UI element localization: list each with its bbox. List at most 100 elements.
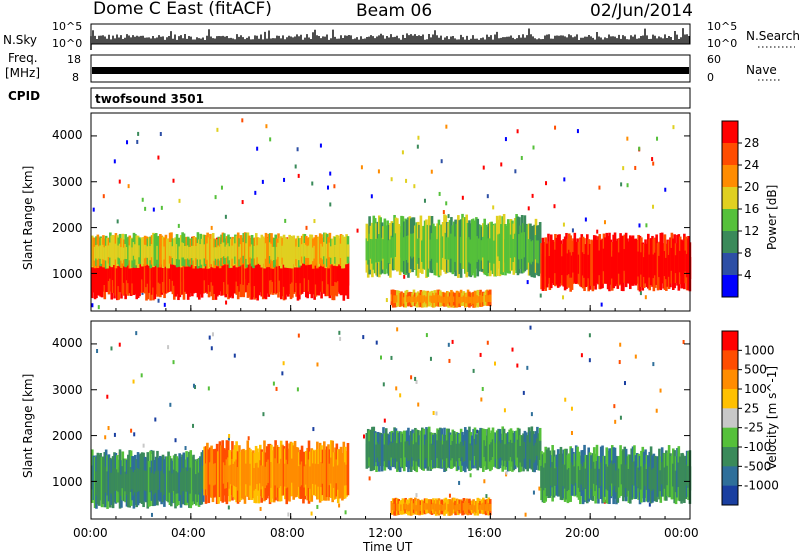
velocity-core-4 xyxy=(598,468,602,489)
cpid-label: CPID xyxy=(8,89,41,103)
velocity-core-3 xyxy=(469,504,473,512)
velocity-core-0 xyxy=(188,468,191,494)
power-core-2 xyxy=(379,234,383,261)
power-core-1 xyxy=(203,244,207,259)
power-noise xyxy=(296,147,299,152)
velocity-core-4 xyxy=(665,465,668,489)
power-noise xyxy=(656,136,659,141)
power-core-2 xyxy=(472,236,475,260)
power-core-1 xyxy=(309,243,312,258)
power-core-0 xyxy=(111,256,115,281)
power-core-0 xyxy=(132,254,136,281)
power-core-2 xyxy=(527,239,531,263)
power-core-0 xyxy=(100,257,104,284)
velocity-colorbar-tick-label: -25 xyxy=(744,421,764,435)
power-core-1 xyxy=(270,243,273,260)
velocity-noise xyxy=(652,362,655,367)
velocity-core-0 xyxy=(199,470,202,493)
power-core-0 xyxy=(191,254,194,282)
power-core-1 xyxy=(128,245,132,261)
velocity-core-1 xyxy=(253,467,257,491)
power-core-4 xyxy=(551,252,554,273)
power-noise xyxy=(603,220,606,225)
power-core-1 xyxy=(234,243,237,257)
velocity-band-2 xyxy=(524,432,528,470)
power-core-1 xyxy=(220,243,223,259)
velocity-core-3 xyxy=(454,505,457,512)
power-core-0 xyxy=(109,255,112,279)
power-core-2 xyxy=(450,233,453,259)
power-colorbar-swatch xyxy=(722,253,738,276)
velocity-core-0 xyxy=(103,468,107,494)
power-colorbar-tick-label: 12 xyxy=(744,224,759,238)
power-band-0 xyxy=(249,238,253,300)
velocity-noise xyxy=(479,352,482,357)
velocity-noise xyxy=(414,376,417,381)
power-colorbar-swatch xyxy=(722,143,738,166)
power-core-1 xyxy=(338,246,341,258)
power-core-4 xyxy=(617,252,621,274)
power-core-4 xyxy=(597,250,600,273)
power-core-1 xyxy=(275,246,279,260)
power-band-1 xyxy=(204,235,208,265)
power-noise xyxy=(118,179,121,184)
velocity-core-4 xyxy=(659,470,663,492)
velocity-band-1 xyxy=(302,451,305,504)
power-core-4 xyxy=(628,251,632,276)
velocity-core-4 xyxy=(680,468,683,492)
velocity-noise xyxy=(110,346,113,351)
power-core-4 xyxy=(576,251,579,272)
power-band-1 xyxy=(260,234,264,268)
power-core-1 xyxy=(289,245,293,261)
velocity-core-1 xyxy=(246,457,250,483)
velocity-noise xyxy=(382,382,385,387)
power-core-1 xyxy=(142,245,146,258)
power-band-2 xyxy=(396,218,399,272)
cpid-panel xyxy=(90,87,691,109)
power-core-3 xyxy=(455,295,459,304)
velocity-noise xyxy=(417,402,420,407)
power-core-1 xyxy=(196,243,200,260)
power-noise xyxy=(531,193,534,198)
power-core-3 xyxy=(477,296,481,303)
power-core-1 xyxy=(197,247,201,260)
velocity-core-4 xyxy=(605,464,609,490)
power-band-4 xyxy=(590,239,593,286)
power-core-1 xyxy=(296,245,300,260)
power-core-1 xyxy=(229,247,233,261)
velocity-colorbar-swatch xyxy=(722,331,738,351)
velocity-noise xyxy=(174,438,177,443)
velocity-core-2 xyxy=(526,445,529,463)
power-core-2 xyxy=(484,239,488,263)
power-noise xyxy=(385,298,388,303)
xtick-0400: 04:00 xyxy=(171,526,206,540)
power-band-0 xyxy=(293,247,297,293)
velocity-band-1 xyxy=(316,441,319,500)
velocity-band-2 xyxy=(495,430,499,469)
power-core-1 xyxy=(91,245,94,260)
power-core-3 xyxy=(439,295,442,303)
power-band-4 xyxy=(601,238,604,289)
power-core-1 xyxy=(171,246,175,259)
power-core-3 xyxy=(487,295,491,302)
velocity-band-1 xyxy=(217,451,220,504)
velocity-core-2 xyxy=(461,442,464,458)
power-core-4 xyxy=(637,251,640,277)
power-core-1 xyxy=(273,246,276,261)
power-core-3 xyxy=(470,296,474,302)
velocity-colorbar-swatch xyxy=(722,408,738,429)
power-band-0 xyxy=(259,242,262,293)
power-band-2 xyxy=(524,223,528,270)
power-core-0 xyxy=(181,258,184,282)
power-core-0 xyxy=(103,259,107,286)
velocity-core-1 xyxy=(321,463,325,484)
power-core-1 xyxy=(124,244,127,259)
power-core-0 xyxy=(178,255,182,283)
power-core-1 xyxy=(254,242,258,257)
velocity-band-4 xyxy=(619,445,622,497)
velocity-band-2 xyxy=(472,429,475,469)
power-core-4 xyxy=(622,252,625,278)
power-core-4 xyxy=(684,250,688,272)
xtick-1600: 16:00 xyxy=(467,526,502,540)
velocity-core-2 xyxy=(491,439,495,458)
